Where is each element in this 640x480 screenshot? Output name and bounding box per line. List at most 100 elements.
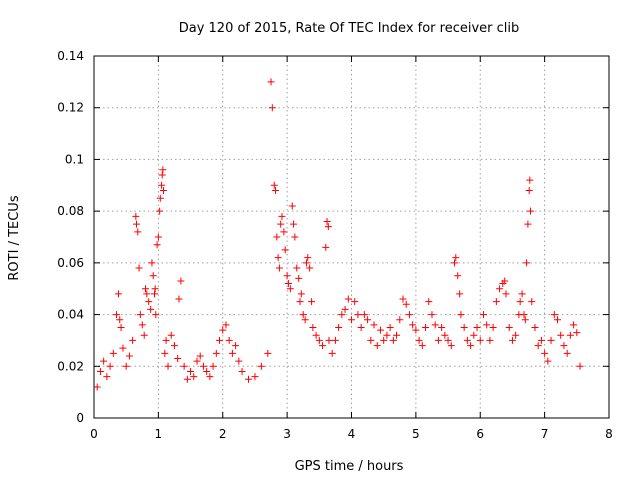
- data-point: [357, 324, 365, 331]
- data-point: [467, 342, 475, 350]
- data-point: [544, 357, 552, 365]
- data-point: [280, 228, 288, 236]
- data-point: [348, 316, 355, 324]
- data-point: [96, 367, 104, 375]
- x-tick-label: 6: [476, 427, 484, 441]
- data-point: [418, 342, 426, 350]
- data-point: [373, 342, 381, 350]
- data-point: [134, 228, 142, 236]
- data-point: [170, 342, 178, 350]
- data-point: [167, 331, 175, 339]
- data-point: [431, 321, 439, 329]
- data-point: [521, 316, 529, 324]
- data-point: [304, 254, 312, 262]
- data-point: [428, 311, 436, 319]
- y-tick-label: 0: [76, 411, 84, 425]
- data-point: [161, 349, 169, 357]
- data-point: [319, 342, 327, 350]
- data-point: [364, 316, 372, 324]
- data-point: [132, 212, 140, 220]
- data-point: [508, 336, 516, 344]
- data-point: [573, 329, 581, 337]
- data-point: [125, 352, 133, 360]
- data-point: [274, 254, 282, 262]
- data-point: [301, 316, 309, 324]
- data-point: [278, 212, 286, 220]
- y-tick-label: 0.1: [65, 152, 84, 166]
- data-point: [315, 336, 323, 344]
- data-point: [281, 246, 289, 254]
- x-tick-label: 7: [541, 427, 549, 441]
- y-tick-label: 0.12: [57, 101, 84, 115]
- data-point: [338, 311, 346, 319]
- data-point: [438, 324, 446, 331]
- data-point: [331, 336, 339, 344]
- data-point: [557, 331, 565, 339]
- data-point: [164, 362, 172, 370]
- data-point: [149, 272, 157, 280]
- data-point: [232, 342, 240, 350]
- data-point: [272, 186, 280, 194]
- data-point: [309, 324, 317, 331]
- data-point: [512, 331, 520, 339]
- data-point: [354, 311, 362, 319]
- data-point: [103, 373, 111, 381]
- data-point: [534, 342, 542, 350]
- data-point: [457, 311, 465, 319]
- data-point: [526, 176, 534, 184]
- data-point: [153, 241, 161, 249]
- data-point: [93, 383, 101, 391]
- x-tick-label: 0: [90, 427, 98, 441]
- data-point: [335, 324, 343, 331]
- data-point: [360, 311, 368, 319]
- data-point: [142, 285, 149, 293]
- data-point: [383, 331, 391, 339]
- data-point: [328, 349, 336, 357]
- data-point: [370, 321, 378, 329]
- data-point: [312, 331, 320, 339]
- data-point: [148, 259, 156, 267]
- data-point: [412, 326, 420, 334]
- data-point: [550, 311, 558, 319]
- data-point: [257, 362, 265, 370]
- data-point: [145, 298, 153, 306]
- data-point: [447, 342, 455, 350]
- data-point: [156, 207, 164, 215]
- data-point: [518, 290, 526, 298]
- data-point: [267, 78, 275, 86]
- data-point: [297, 290, 305, 298]
- data-point: [251, 373, 259, 381]
- data-point: [156, 194, 164, 202]
- data-point: [376, 326, 384, 334]
- data-point: [470, 331, 478, 339]
- data-point: [116, 316, 124, 324]
- data-point: [159, 166, 167, 174]
- data-point: [219, 326, 227, 334]
- data-point: [288, 202, 296, 210]
- data-point: [486, 336, 494, 344]
- data-point: [531, 324, 539, 331]
- data-point: [199, 362, 207, 370]
- data-point: [245, 375, 252, 383]
- data-point: [293, 264, 301, 272]
- data-point: [476, 336, 484, 344]
- data-point: [409, 321, 417, 329]
- data-point: [560, 342, 568, 350]
- data-point: [277, 220, 285, 228]
- data-point: [308, 298, 316, 306]
- data-point: [344, 295, 352, 303]
- data-point: [441, 331, 449, 339]
- data-point: [295, 274, 303, 282]
- data-point: [273, 233, 281, 241]
- data-point: [147, 305, 155, 313]
- y-tick-label: 0.04: [57, 308, 84, 322]
- data-point: [140, 331, 148, 339]
- data-point: [380, 336, 388, 344]
- data-point: [528, 298, 536, 306]
- data-point: [324, 223, 332, 231]
- data-point: [425, 298, 433, 306]
- data-point: [302, 259, 310, 267]
- data-point: [117, 324, 125, 331]
- data-point: [402, 300, 410, 308]
- data-point: [570, 321, 578, 329]
